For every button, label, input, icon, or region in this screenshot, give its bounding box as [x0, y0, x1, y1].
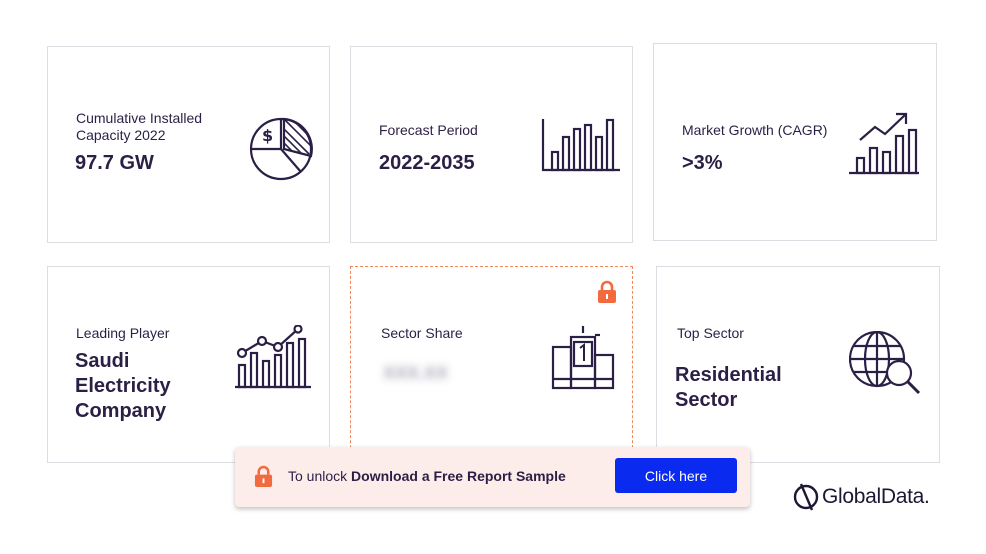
stat-value: 2022-2035: [379, 152, 475, 174]
stat-label: Leading Player: [76, 325, 170, 341]
lock-icon: [254, 465, 273, 493]
unlock-text: To unlock Download a Free Report Sample: [288, 467, 566, 485]
brand-name: GlobalData.: [822, 485, 930, 508]
free-sample-link[interactable]: Download a Free Report Sample: [351, 468, 566, 484]
stat-card-market-growth: Market Growth (CAGR) >3%: [653, 43, 937, 241]
unlock-banner: To unlock Download a Free Report Sample …: [235, 447, 750, 507]
click-here-button[interactable]: Click here: [615, 458, 737, 493]
podium-icon: [551, 325, 615, 391]
svg-text:$: $: [262, 126, 273, 145]
lock-icon: [597, 280, 617, 304]
stat-label: Market Growth (CAGR): [682, 122, 828, 138]
stat-value-line: Residential: [675, 364, 782, 386]
stat-value-line: Company: [75, 400, 167, 422]
stat-label: Top Sector: [677, 325, 744, 341]
stat-label: Sector Share: [381, 325, 463, 341]
globaldata-logo-icon: [792, 482, 820, 517]
globe-search-icon: [849, 331, 921, 395]
growth-chart-icon: [848, 110, 920, 176]
stat-label: Cumulative Installed Capacity 2022: [76, 110, 203, 143]
stat-value-line: Sector: [675, 389, 738, 411]
stat-card-forecast-period: Forecast Period 2022-2035: [350, 46, 633, 243]
stat-value-line: Saudi: [75, 350, 130, 372]
pie-chart-dollar-icon: $: [249, 116, 315, 182]
stat-value: Residential Sector: [675, 363, 782, 413]
stat-value: >3%: [682, 152, 723, 174]
stat-card-leading-player: Leading Player Saudi Electricity Company: [47, 266, 330, 463]
locked-value: XXX.XX: [383, 363, 449, 383]
stat-value-line: Electricity: [75, 375, 171, 397]
stat-label: Forecast Period: [379, 122, 478, 138]
line-bar-chart-icon: [234, 325, 312, 389]
stat-value: Saudi Electricity Company: [75, 349, 171, 424]
stat-value: 97.7 GW: [75, 152, 154, 174]
bar-chart-icon: [541, 117, 621, 173]
stat-card-installed-capacity: Cumulative Installed Capacity 2022 97.7 …: [47, 46, 330, 243]
stat-card-sector-share: Sector Share XXX.XX: [350, 266, 633, 463]
stat-card-top-sector: Top Sector Residential Sector: [656, 266, 940, 463]
unlock-prefix: To unlock: [288, 468, 352, 484]
